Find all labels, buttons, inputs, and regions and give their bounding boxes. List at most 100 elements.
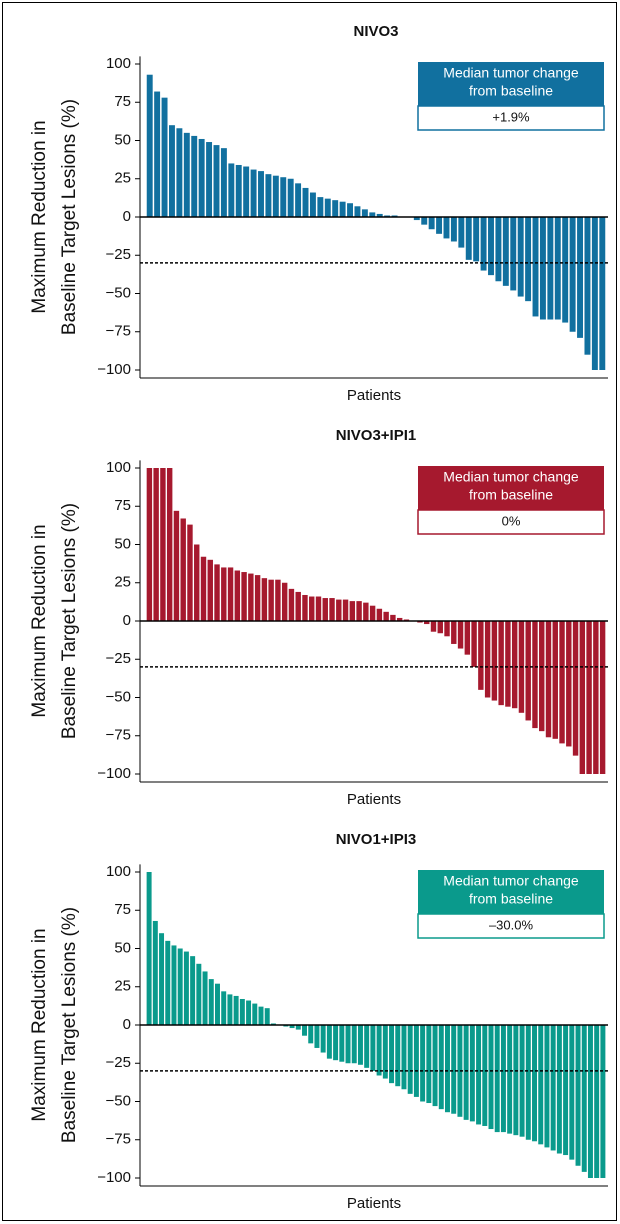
bar (539, 217, 546, 320)
bar (437, 621, 443, 634)
y-tick-label: −100 (97, 765, 131, 782)
bar (258, 171, 264, 217)
bar (587, 1025, 593, 1178)
bar (270, 1023, 276, 1025)
bar (283, 1025, 289, 1027)
y-tick-label: −50 (106, 284, 131, 301)
annotation-value: +1.9% (492, 109, 530, 124)
y-tick-label: −50 (106, 688, 131, 705)
y-tick-label: 0 (123, 1016, 131, 1033)
bar (190, 956, 196, 1025)
bar (234, 570, 241, 621)
y-tick-label: −25 (106, 246, 131, 263)
bar (510, 217, 517, 291)
bar (265, 174, 272, 217)
y-axis-label: Maximum Reduction in (29, 928, 50, 1121)
bar (502, 217, 509, 286)
bar (420, 1025, 426, 1102)
bar (254, 575, 261, 621)
y-axis-label: Baseline Target Lesions (%) (59, 99, 80, 335)
bar (302, 1025, 307, 1036)
bar (545, 621, 552, 738)
bar (295, 591, 301, 621)
annotation-title: from baseline (469, 487, 553, 503)
bar (539, 621, 545, 732)
bar (252, 1003, 258, 1025)
bar (176, 128, 183, 217)
bar (554, 217, 561, 320)
chart-title: NIVO1+IPI3 (336, 831, 416, 848)
bar (532, 1025, 537, 1142)
bar (577, 217, 583, 338)
bar (575, 1025, 581, 1166)
bar (302, 187, 309, 217)
annotation-title: Median tumor change (443, 65, 579, 81)
bar (246, 1000, 252, 1025)
bar (444, 621, 450, 637)
bar (480, 217, 487, 271)
bar (593, 621, 599, 774)
annotation-header (418, 62, 604, 106)
bar (407, 1025, 413, 1094)
bar (183, 951, 189, 1025)
bar (591, 217, 598, 370)
bar (191, 135, 198, 217)
bar (206, 142, 213, 217)
y-tick-label: −75 (106, 1131, 131, 1148)
bar (363, 602, 369, 621)
bar (556, 1025, 562, 1154)
bar (309, 596, 315, 621)
bar (322, 598, 328, 621)
bar (465, 217, 472, 260)
bar (177, 948, 183, 1025)
y-tick-label: 75 (114, 93, 131, 110)
chart-title: NIVO3 (353, 23, 398, 40)
bar (227, 567, 234, 621)
bar (391, 215, 398, 217)
y-tick-label: 25 (114, 978, 131, 995)
bar (505, 621, 511, 707)
bar (550, 1025, 556, 1151)
bar (326, 1025, 332, 1059)
bar (430, 621, 437, 632)
bar (457, 621, 464, 649)
bar (584, 217, 591, 355)
bar (295, 1025, 301, 1030)
bar (364, 1025, 370, 1068)
bar (213, 145, 220, 217)
bar (500, 1025, 506, 1133)
bar (315, 596, 322, 621)
bar (187, 524, 193, 621)
y-tick-label: 100 (106, 459, 131, 476)
bar (413, 217, 420, 221)
bar (169, 125, 175, 217)
x-axis-label: Patients (347, 1195, 401, 1212)
bar (272, 175, 279, 217)
y-tick-label: −25 (106, 650, 131, 667)
bar (351, 1025, 357, 1064)
annotation-value: 0% (502, 513, 521, 528)
bar (428, 217, 435, 230)
bar (395, 1025, 401, 1087)
bar (361, 209, 368, 217)
bar (579, 621, 586, 774)
bar (421, 217, 428, 225)
bar (339, 201, 346, 217)
bar (403, 619, 410, 621)
bar (228, 163, 235, 217)
bar (464, 621, 471, 655)
bar (258, 1006, 264, 1025)
bar (581, 1025, 587, 1172)
bar (538, 1025, 544, 1145)
bar (161, 97, 168, 217)
bar (424, 621, 430, 625)
bar (261, 578, 268, 621)
y-tick-label: −100 (97, 1169, 131, 1186)
bar (288, 588, 295, 621)
bar (342, 599, 349, 621)
bar (250, 169, 257, 217)
bar (356, 601, 362, 621)
y-axis-label: Baseline Target Lesions (%) (59, 503, 80, 739)
y-tick-label: 25 (114, 170, 131, 187)
